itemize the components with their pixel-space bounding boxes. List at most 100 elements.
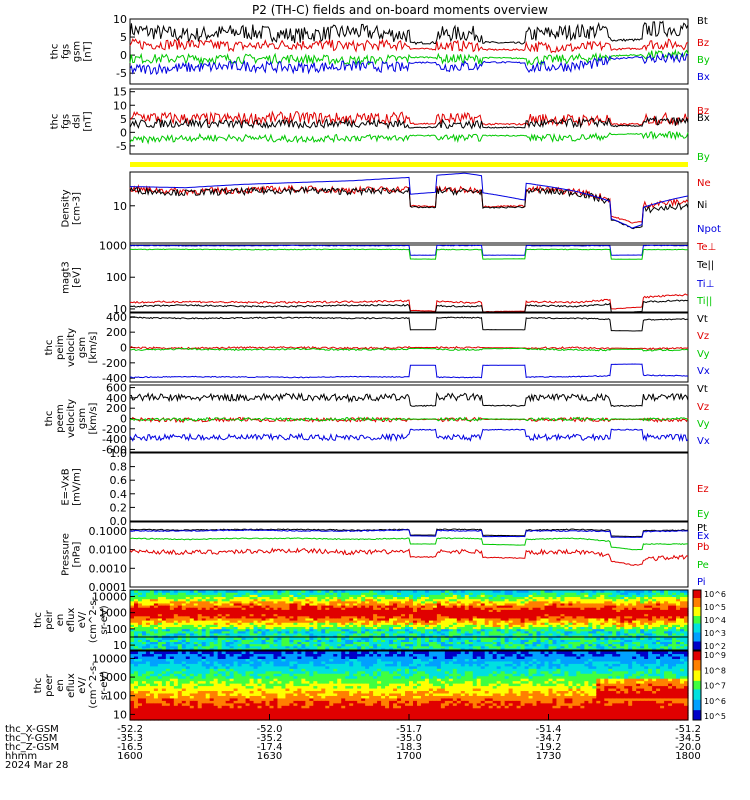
heatmap-cell (153, 609, 159, 613)
heatmap-cell (508, 592, 514, 595)
heatmap-cell (664, 637, 669, 640)
heatmap-cell (169, 692, 175, 696)
heatmap-cell (261, 602, 267, 606)
heatmap-cell (221, 715, 227, 719)
heatmap-cell (169, 598, 175, 602)
heatmap-cell (201, 643, 207, 647)
heatmap-cell (576, 635, 581, 638)
heatmap-cell (484, 592, 490, 595)
heatmap-cell (484, 637, 490, 640)
heatmap-cell (572, 594, 577, 598)
heatmap-cell (153, 651, 159, 655)
heatmap-cell (137, 605, 143, 608)
heatmap-cell (464, 596, 470, 600)
heatmap-cell (504, 641, 510, 645)
heatmap-cell (253, 598, 259, 602)
heatmap-cell (353, 590, 358, 593)
heatmap-cell (484, 632, 490, 636)
heatmap-cell (329, 635, 334, 638)
heatmap-cell (289, 620, 295, 623)
heatmap-cell (157, 651, 163, 655)
colorbar-swatch (693, 597, 701, 600)
heatmap-cell (133, 665, 139, 669)
heatmap-cell (500, 600, 506, 604)
heatmap-cell (405, 639, 410, 643)
heatmap-cell (141, 607, 147, 610)
heatmap-cell (233, 647, 239, 651)
heatmap-cell (309, 637, 314, 640)
heatmap-cell (572, 617, 577, 621)
heatmap-cell (285, 598, 291, 602)
heatmap-cell (249, 637, 255, 640)
heatmap-cell (664, 600, 669, 604)
heatmap-cell (401, 594, 406, 598)
heatmap-cell (512, 609, 518, 613)
heatmap-cell (289, 594, 295, 598)
heatmap-cell (205, 628, 211, 632)
heatmap-cell (245, 695, 251, 699)
heatmap-cell (381, 628, 386, 632)
heatmap-cell (201, 607, 207, 610)
heatmap-cell (269, 590, 275, 593)
heatmap-cell (428, 600, 434, 604)
heatmap-cell (616, 605, 621, 608)
heatmap-cell (337, 609, 342, 613)
heatmap-cell (472, 596, 478, 600)
heatmap-cell (373, 643, 378, 647)
heatmap-cell (137, 710, 143, 714)
heatmap-cell (484, 602, 490, 606)
heatmap-cell (412, 641, 418, 645)
heatmap-cell (373, 617, 378, 621)
heatmap-cell (488, 635, 494, 638)
heatmap-cell (201, 697, 207, 701)
heatmap-cell (213, 620, 219, 623)
heatmap-cell (568, 592, 574, 595)
heatmap-cell (405, 613, 410, 617)
heatmap-cell (644, 626, 649, 630)
heatmap-cell (564, 605, 570, 608)
heatmap-cell (253, 609, 259, 613)
heatmap-cell (512, 596, 518, 600)
heatmap-cell (612, 622, 617, 625)
heatmap-cell (516, 641, 522, 645)
heatmap-cell (189, 687, 195, 692)
heatmap-cell (169, 643, 175, 647)
heatmap-cell (145, 594, 151, 598)
heatmap-cell (349, 626, 354, 630)
heatmap-cell (201, 647, 207, 651)
heatmap-cell (428, 639, 434, 643)
heatmap-cell (289, 609, 295, 613)
heatmap-cell (592, 626, 597, 630)
heatmap-cell (157, 632, 163, 636)
heatmap-cell (241, 624, 247, 628)
heatmap-cell (385, 647, 390, 651)
heatmap-cell (217, 692, 223, 696)
heatmap-cell (452, 592, 458, 595)
heatmap-cell (225, 635, 231, 638)
heatmap-cell (616, 615, 621, 619)
heatmap-cell (181, 702, 187, 706)
heatmap-cell (409, 590, 414, 593)
heatmap-cell (616, 639, 621, 643)
heatmap-cell (237, 673, 243, 677)
heatmap-cell (361, 620, 366, 623)
heatmap-cell (173, 641, 179, 645)
heatmap-cell (301, 613, 306, 617)
heatmap-cell (225, 645, 231, 649)
heatmap-cell (345, 645, 350, 649)
heatmap-cell (600, 632, 605, 636)
heatmap-cell (241, 643, 247, 647)
heatmap-cell (684, 630, 689, 634)
heatmap-cell (472, 647, 478, 651)
heatmap-cell (676, 594, 681, 598)
heatmap-cell (329, 645, 334, 649)
heatmap-cell (684, 635, 689, 638)
heatmap-cell (209, 641, 215, 645)
heatmap-cell (137, 643, 143, 647)
heatmap-cell (484, 613, 490, 617)
heatmap-cell (648, 613, 653, 617)
heatmap-cell (432, 641, 438, 645)
heatmap-cell (377, 609, 382, 613)
heatmap-cell (201, 641, 207, 645)
heatmap-cell (385, 643, 390, 647)
